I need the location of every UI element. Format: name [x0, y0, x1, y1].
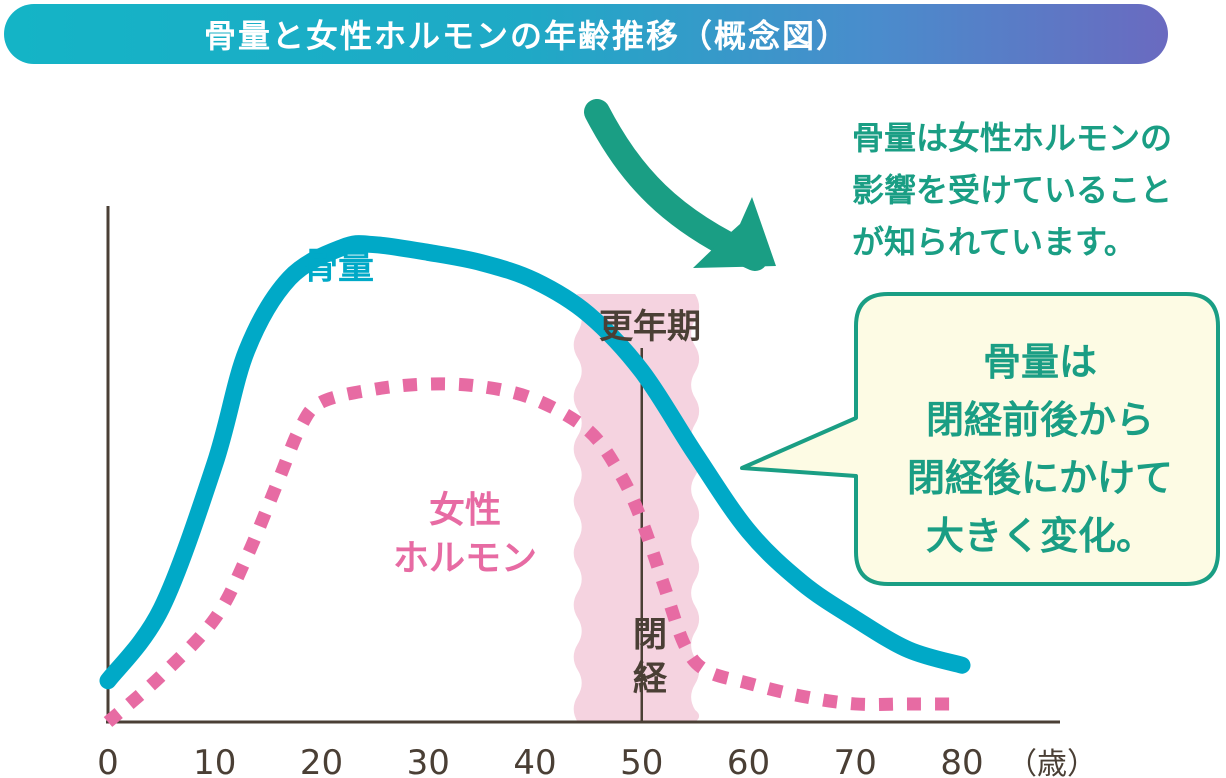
- x-tick-label: 10: [193, 743, 236, 778]
- pointer-arrowhead-icon: [693, 197, 776, 268]
- menopause-event-label-1: 閉: [633, 615, 667, 655]
- chart-title: 骨量と女性ホルモンの年齢推移（概念図）: [204, 17, 851, 55]
- series-label-hormone-line1: 女性: [429, 490, 501, 531]
- x-tick-label: 40: [513, 743, 556, 778]
- x-tick-label: 50: [620, 743, 663, 778]
- series-label-hormone-line2: ホルモン: [393, 538, 537, 579]
- title-banner: 骨量と女性ホルモンの年齢推移（概念図）: [4, 4, 1168, 64]
- x-tick-labels: 0 10 20 30 40 50 60 70 80: [97, 743, 983, 778]
- callout-bubble: [740, 292, 1220, 586]
- series-hormone-line: [103, 377, 962, 727]
- menopause-event-label-2: 経: [633, 659, 668, 699]
- x-tick-label: 0: [97, 743, 119, 778]
- info-note: 骨量は女性ホルモンの 影響を受けていること が知られています。: [852, 119, 1173, 261]
- series-label-bone: 骨量: [302, 246, 374, 287]
- x-tick-label: 60: [727, 743, 770, 778]
- x-tick-label: 30: [407, 743, 450, 778]
- series-bone-line: [99, 235, 971, 690]
- x-tick-label: 80: [940, 743, 983, 778]
- x-tick-label: 70: [834, 743, 877, 778]
- x-tick-label: 20: [300, 743, 343, 778]
- x-axis-unit: （歳）: [1007, 747, 1097, 778]
- callout-text: 骨量は 閉経前後から 閉経後にかけて 大きく変化。: [906, 340, 1173, 558]
- menopause-period-label: 更年期: [599, 307, 701, 347]
